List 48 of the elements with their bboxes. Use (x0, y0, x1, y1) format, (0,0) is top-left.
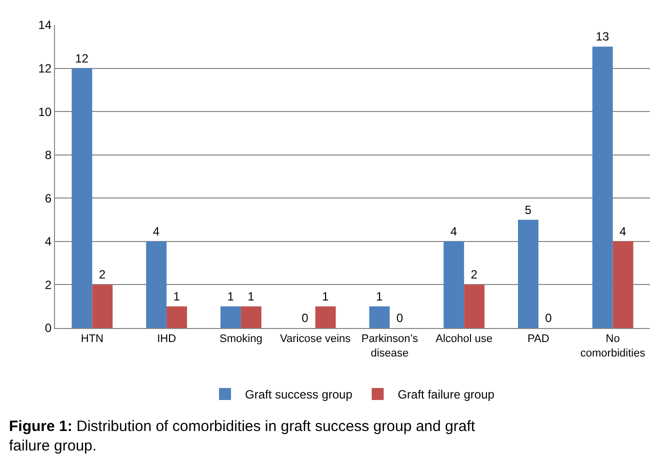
data-label: 0 (302, 311, 309, 325)
x-tick-label: Smoking (220, 333, 262, 346)
data-label: 5 (524, 202, 532, 217)
data-label: 1 (322, 289, 330, 304)
y-tick-label: 2 (44, 278, 52, 292)
legend-label: Graft success group (245, 388, 353, 402)
bar (92, 284, 113, 328)
data-label: 0 (396, 311, 404, 325)
bar (72, 68, 92, 328)
x-tick-label: Alcohol use (436, 333, 492, 346)
y-tick-label: 12 (38, 61, 52, 76)
data-label: 1 (248, 289, 255, 304)
bar (220, 306, 241, 328)
bar (464, 284, 485, 328)
data-label: 12 (75, 51, 89, 66)
y-tick-label: 0 (44, 321, 52, 336)
y-tick-label: 8 (44, 148, 52, 162)
x-tick-label: No comorbidities (580, 333, 646, 360)
data-label: 2 (470, 268, 478, 282)
y-tick-label: 6 (44, 191, 52, 206)
x-tick-label: Varicose veins (280, 333, 352, 346)
bar (592, 46, 613, 328)
x-tick-label: HTN (80, 333, 104, 346)
bar (518, 220, 538, 328)
bar (315, 306, 336, 328)
y-tick-label: 10 (38, 104, 52, 119)
x-tick-label: IHD (157, 333, 176, 346)
legend-label: Graft failure group (398, 388, 495, 402)
caption: Figure 1: Distribution of comorbidities in graft success group and graft failure group. (9, 418, 476, 454)
data-label: 13 (596, 30, 610, 44)
data-label: 1 (227, 289, 234, 304)
bar (166, 306, 188, 328)
y-tick-label: 4 (44, 234, 52, 249)
bar (369, 306, 390, 328)
data-label: 4 (620, 224, 627, 238)
data-label: 0 (545, 311, 552, 325)
data-label: 4 (152, 224, 160, 238)
x-tick-label: Parkinson’s disease (361, 333, 419, 360)
bar (444, 241, 464, 328)
bar (146, 241, 167, 328)
bar (240, 306, 262, 328)
data-label: 1 (376, 289, 383, 304)
x-tick-label: PAD (528, 333, 550, 346)
bar (612, 241, 634, 328)
data-label: 2 (98, 268, 106, 282)
data-label: 4 (450, 224, 458, 238)
y-tick-label: 14 (38, 18, 52, 32)
data-label: 1 (173, 289, 180, 304)
